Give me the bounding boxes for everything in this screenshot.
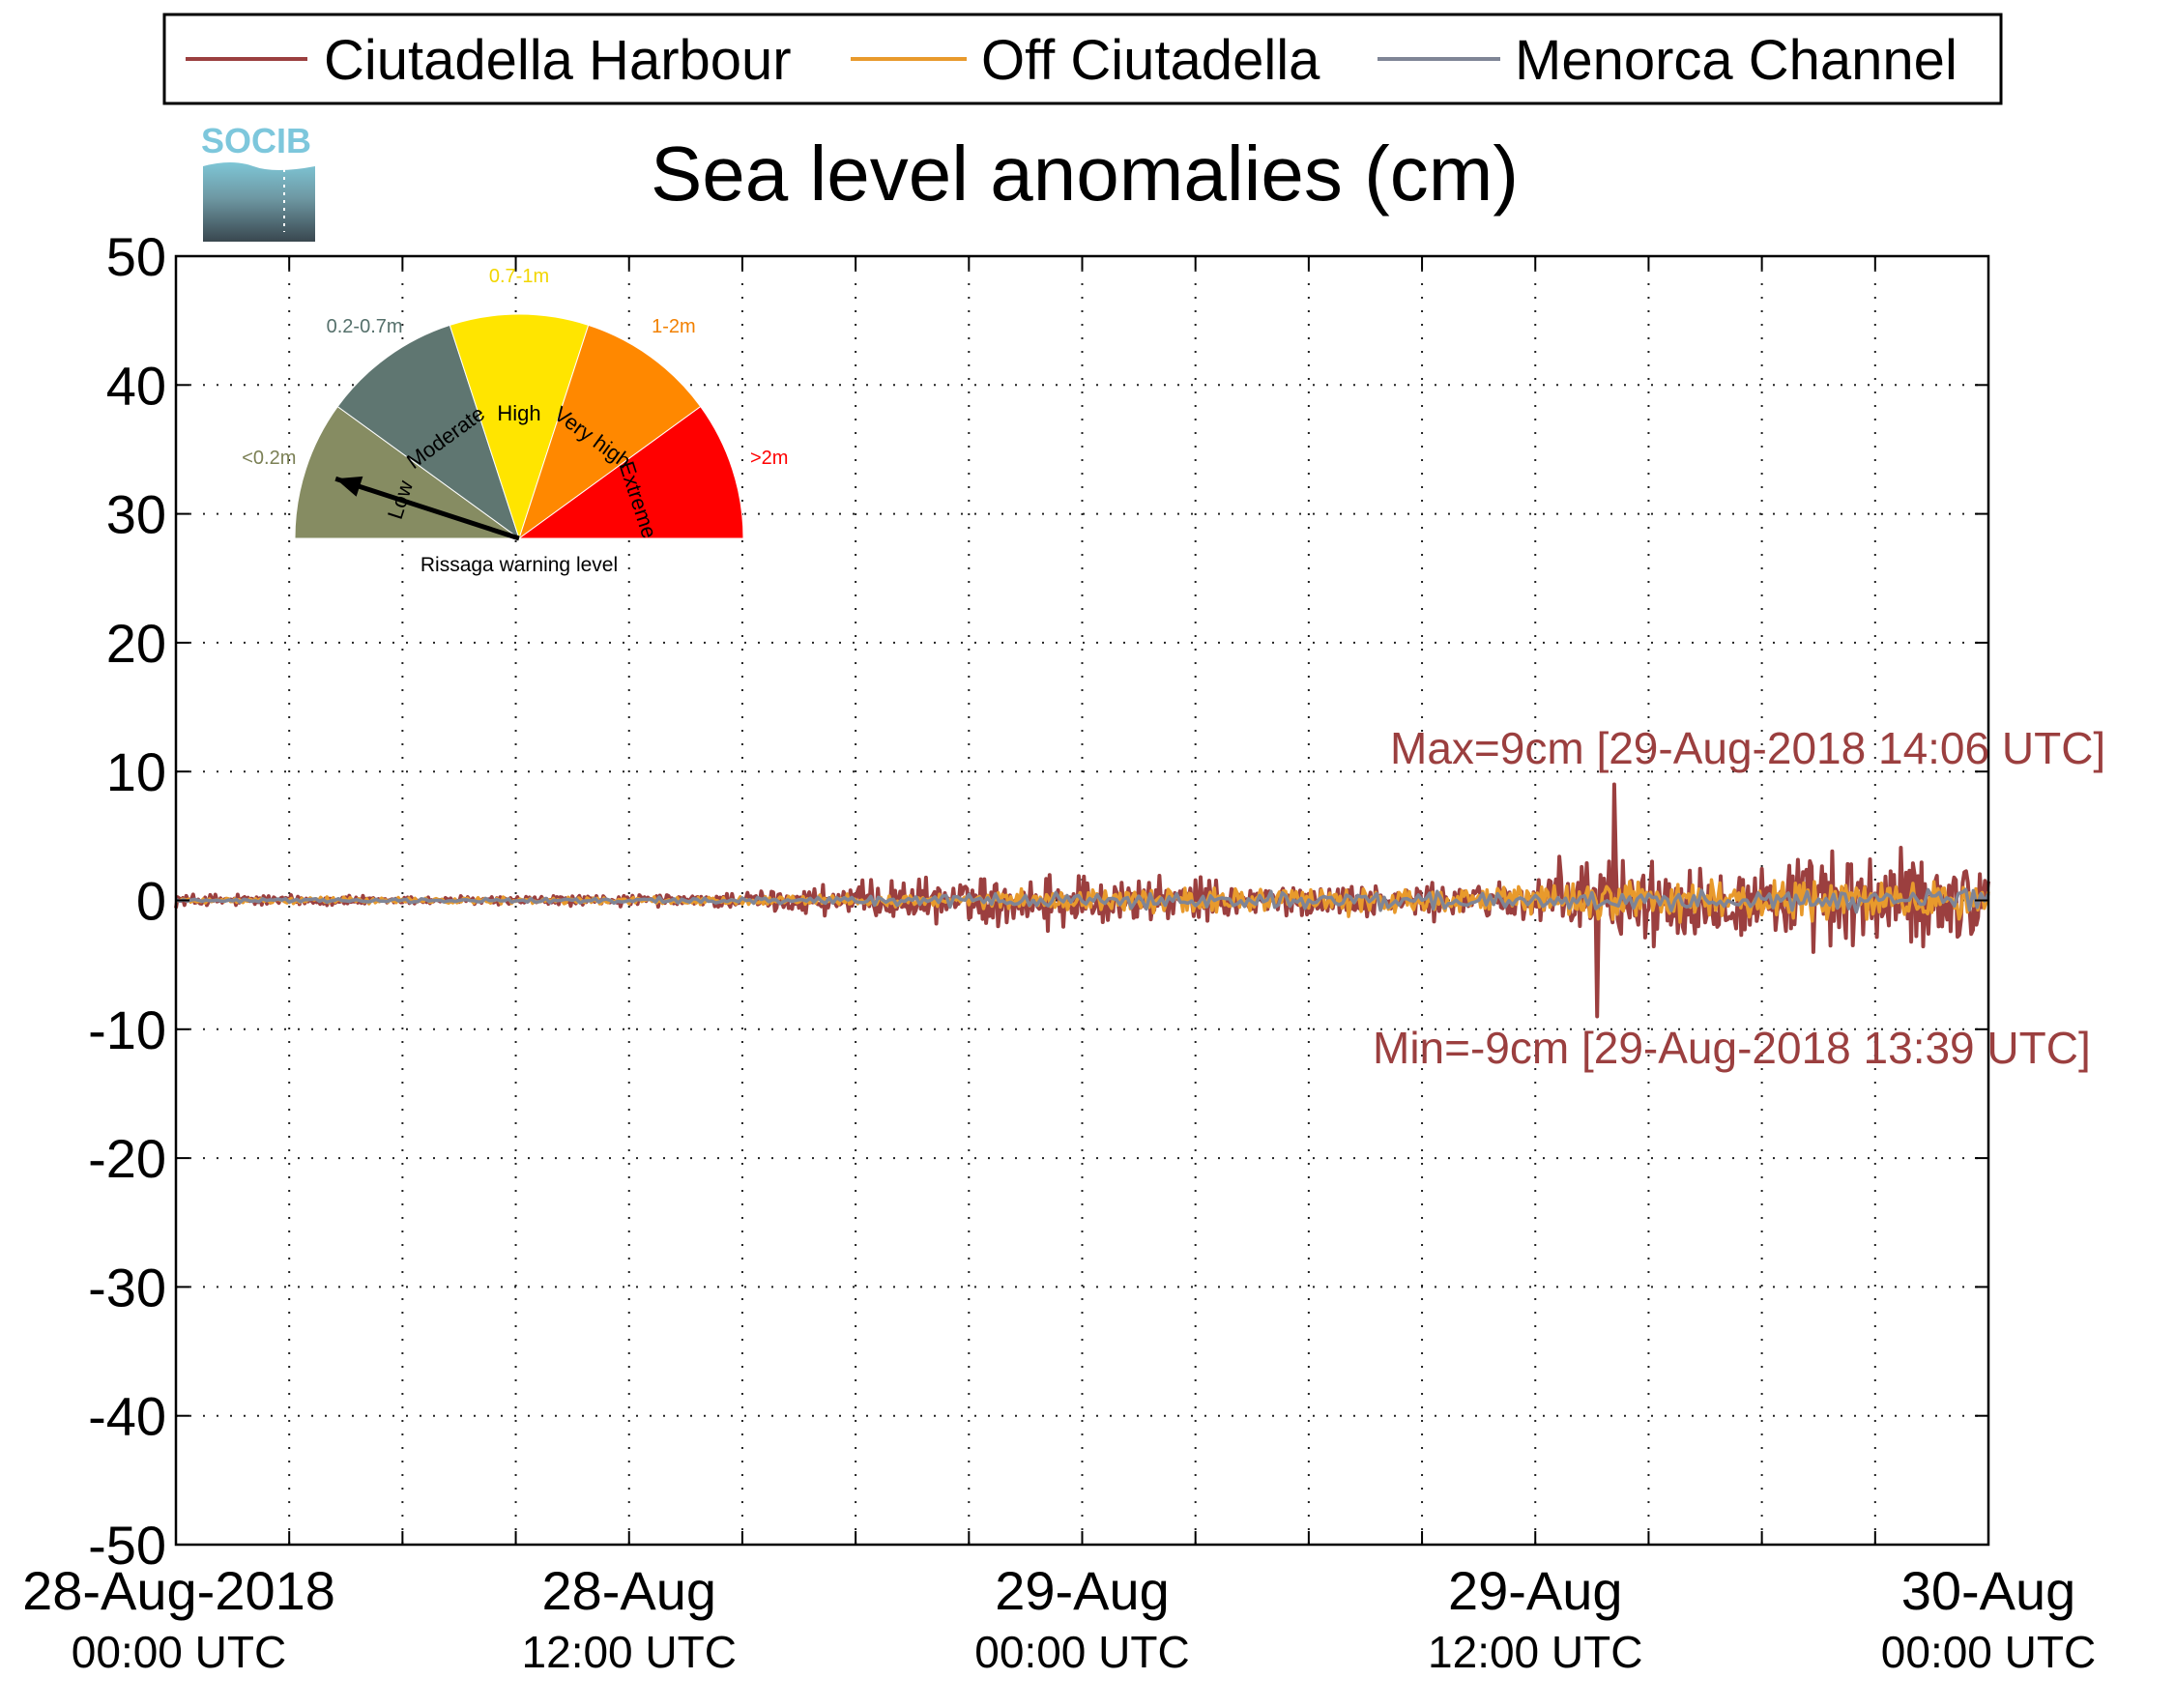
gauge-segment-high (449, 313, 590, 540)
y-tick-label: -20 (88, 1128, 166, 1189)
y-tick-label: 50 (106, 226, 166, 287)
series-line-menorca-channel (175, 887, 1990, 914)
x-tick-label: 28-Aug-2018 (22, 1560, 335, 1621)
y-axis-tick-labels: 50 40 30 20 10 0 -10 -20 -30 -40 -50 (88, 226, 166, 1576)
y-tick-label: 30 (106, 484, 166, 545)
socib-logo: SOCIB (201, 121, 315, 242)
legend-label-menorca-channel: Menorca Channel (1515, 29, 1958, 92)
gauge-range-high: 0.7-1m (489, 266, 549, 287)
gauge-needle (334, 476, 520, 541)
y-tick-label: -30 (88, 1257, 166, 1317)
x-tick-label: 29-Aug (1448, 1560, 1623, 1621)
series-layer (174, 782, 1990, 1019)
gauge-range-low: <0.2m (242, 448, 296, 469)
gauge-segment-low (294, 405, 521, 539)
x-tick-label: 29-Aug (995, 1560, 1170, 1621)
series-line-off-ciutadella (176, 878, 1990, 924)
x-axis-tick-labels: 28-Aug-2018 00:00 UTC 28-Aug 12:00 UTC 29-Au… (22, 1560, 2096, 1677)
gauge-range-moderate: 0.2-0.7m (327, 316, 403, 337)
legend-box (162, 13, 2003, 105)
gauge-needle-arrowhead (335, 476, 363, 497)
y-tick-label: -10 (88, 999, 166, 1060)
x-tick-sublabel: 00:00 UTC (1881, 1627, 2096, 1677)
y-tick-label: -40 (88, 1386, 166, 1447)
chart-title: Sea level anomalies (cm) (651, 130, 1519, 217)
gauge-range-very-high: 1-2m (652, 316, 696, 337)
y-tick-label: -50 (88, 1515, 166, 1576)
gauge-segment-very-high (518, 324, 702, 540)
legend: Ciutadella Harbour Off Ciutadella Menorc… (162, 13, 2003, 105)
gauge-category-high: High (497, 401, 540, 425)
y-tick-label: 20 (106, 613, 166, 674)
y-tick-label: 40 (106, 355, 166, 416)
min-annotation: Min=-9cm [29-Aug-2018 13:39 UTC] (1373, 1023, 2091, 1073)
x-tick-sublabel: 00:00 UTC (974, 1627, 1189, 1677)
logo-text: SOCIB (201, 121, 311, 160)
gauge-segment-moderate (336, 324, 520, 540)
legend-label-ciutadella-harbour: Ciutadella Harbour (324, 29, 792, 92)
x-tick-label: 28-Aug (541, 1560, 716, 1621)
gauge-range-extreme: >2m (750, 448, 788, 469)
y-tick-label: 10 (106, 741, 166, 802)
x-tick-label: 30-Aug (1901, 1560, 2076, 1621)
gauge-segment-extreme (517, 405, 744, 539)
logo-wave-block (203, 162, 315, 242)
x-tick-sublabel: 00:00 UTC (72, 1627, 286, 1677)
legend-label-off-ciutadella: Off Ciutadella (981, 29, 1320, 92)
max-annotation: Max=9cm [29-Aug-2018 14:06 UTC] (1390, 723, 2105, 773)
x-tick-sublabel: 12:00 UTC (1428, 1627, 1642, 1677)
axis-ticks (175, 255, 1989, 1546)
y-tick-label: 0 (136, 871, 166, 932)
gauge-caption: Rissaga warning level (420, 554, 618, 576)
x-tick-sublabel: 12:00 UTC (522, 1627, 737, 1677)
